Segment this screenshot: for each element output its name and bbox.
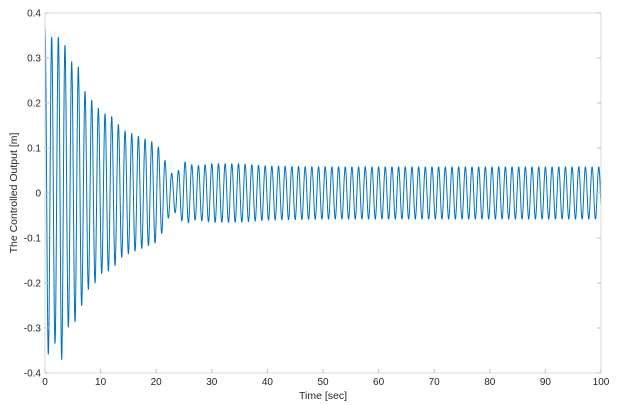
x-tick-label: 20 — [151, 377, 163, 388]
x-tick-label: 10 — [95, 377, 107, 388]
series-line-0 — [44, 26, 602, 360]
x-tick-label: 30 — [206, 377, 218, 388]
y-tick-label: -0.1 — [24, 234, 42, 245]
y-tick-label: 0.4 — [27, 9, 41, 20]
x-tick-label: 0 — [42, 377, 48, 388]
y-tick-label: -0.3 — [24, 324, 42, 335]
plot-area — [45, 13, 601, 373]
x-tick-label: 40 — [262, 377, 274, 388]
y-tick-label: 0.3 — [27, 54, 41, 65]
x-tick-label: 100 — [593, 377, 610, 388]
y-axis-label: The Controlled Output [m] — [8, 133, 20, 254]
y-tick-label: -0.4 — [24, 369, 42, 380]
x-axis-label: Time [sec] — [299, 390, 347, 402]
x-tick-label: 90 — [540, 377, 552, 388]
x-tick-label: 80 — [484, 377, 496, 388]
x-tick-label: 60 — [373, 377, 385, 388]
y-tick-label: 0.1 — [27, 144, 41, 155]
y-tick-label: -0.2 — [24, 279, 42, 290]
y-tick-label: 0 — [35, 189, 41, 200]
y-tick-label: 0.2 — [27, 99, 41, 110]
x-tick-label: 70 — [429, 377, 441, 388]
x-tick-label: 50 — [317, 377, 329, 388]
